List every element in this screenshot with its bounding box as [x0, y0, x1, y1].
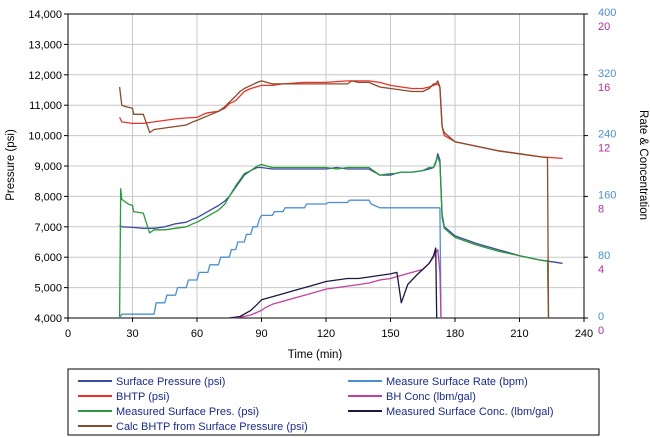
legend: Surface Pressure (psi) BHTP (psi) Measured…: [78, 376, 554, 433]
x-tick-label: 240: [575, 328, 593, 340]
x-tick-label: 150: [381, 328, 399, 340]
conc-tick-label: 0: [598, 325, 604, 337]
series-line-2: [118, 156, 550, 319]
x-tick-label: 120: [317, 328, 335, 340]
y-axis-ticks: 4,000 5,000 6,000 7,000 8,000 9,000 10,000 11,0…: [28, 9, 68, 325]
x-axis-ticks: 0 30 60 90 120 150 180 210 240: [65, 318, 593, 340]
y-tick-label: 13,000: [28, 39, 62, 51]
conc-tick-label: 20: [598, 21, 610, 33]
y-tick-label: 11,000: [29, 100, 62, 112]
x-axis-title: Time (min): [288, 349, 343, 361]
series-layer: [118, 80, 563, 319]
legend-box: [67, 368, 600, 436]
conc-tick-label: 12: [598, 143, 610, 155]
conc-axis-ticks: 0 4 8 12 16 20: [598, 21, 610, 337]
y-tick-label: 8,000: [34, 191, 62, 203]
rate-tick-label: 400: [598, 7, 616, 19]
series-line-4: [119, 199, 442, 319]
legend-label: Measured Surface Pres. (psi): [116, 406, 259, 418]
x-tick-label: 30: [126, 328, 138, 340]
conc-tick-label: 8: [598, 203, 604, 215]
rate-tick-label: 240: [598, 129, 616, 141]
y-tick-label: 4,000: [34, 313, 62, 325]
series-line-3: [118, 80, 550, 319]
x-tick-label: 210: [510, 328, 528, 340]
conc-tick-label: 4: [598, 264, 604, 276]
x-tick-label: 60: [191, 328, 203, 340]
legend-label: BH Conc (lbm/gal): [386, 391, 476, 403]
legend-label: Measured Surface Conc. (lbm/gal): [386, 406, 554, 418]
x-tick-label: 0: [65, 328, 71, 340]
secondary-axis-title: Rate & Concentration: [637, 110, 649, 220]
y-tick-label: 5,000: [34, 283, 62, 295]
rate-tick-label: 0: [598, 311, 604, 323]
y-tick-label: 7,000: [34, 222, 62, 234]
y-tick-label: 12,000: [28, 70, 62, 82]
y-tick-label: 9,000: [34, 161, 62, 173]
rate-tick-label: 320: [598, 68, 616, 80]
y-axis-title: Pressure (psi): [5, 129, 17, 201]
legend-label: Measure Surface Rate (bpm): [386, 376, 528, 388]
y-tick-label: 10,000: [28, 131, 62, 143]
series-line-6: [229, 247, 438, 319]
rate-axis-ticks: 0 80 160 240 320 400: [584, 7, 616, 323]
y-tick-label: 14,000: [28, 9, 62, 21]
rate-tick-label: 80: [598, 250, 610, 262]
x-tick-label: 180: [446, 328, 464, 340]
conc-tick-label: 16: [598, 82, 610, 94]
legend-label: BHTP (psi): [116, 391, 170, 403]
rate-tick-label: 160: [598, 189, 616, 201]
x-tick-label: 90: [255, 328, 267, 340]
legend-label: Calc BHTP from Surface Pressure (psi): [116, 421, 308, 433]
y-tick-label: 6,000: [34, 252, 62, 264]
legend-label: Surface Pressure (psi): [116, 376, 225, 388]
